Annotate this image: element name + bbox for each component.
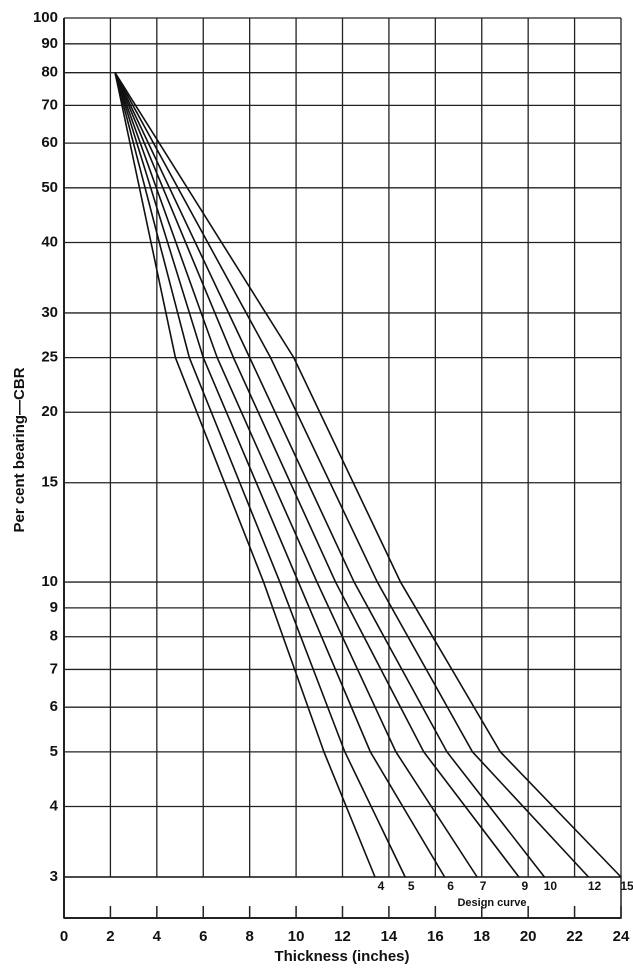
design-curve [115,73,544,877]
x-tick-label: 4 [153,928,162,945]
curve-label: 10 [544,879,558,893]
curve-label: 5 [408,879,415,893]
y-tick-label: 10 [41,573,58,590]
design-curve [115,73,375,877]
y-tick-label: 15 [41,474,58,491]
x-tick-label: 2 [106,928,114,945]
y-tick-label: 60 [41,134,58,151]
y-tick-label: 4 [50,797,59,814]
y-tick-label: 100 [33,9,58,26]
y-tick-label: 40 [41,233,58,250]
x-tick-label: 22 [566,928,583,945]
design-curve [115,73,519,877]
y-tick-label: 70 [41,96,58,113]
y-tick-label: 25 [41,349,58,366]
y-tick-label: 50 [41,179,58,196]
y-axis-label: Per cent bearing—CBR [11,367,28,532]
curve-label: 15 [620,879,633,893]
y-tick-label: 3 [50,868,58,885]
curve-label: 4 [378,879,385,893]
x-tick-label: 8 [245,928,253,945]
chart: Per cent bearing—CBR Thickness (inches) … [0,0,633,972]
design-curve [115,73,588,877]
y-tick-label: 5 [50,743,58,760]
curve-label: 6 [447,879,454,893]
x-tick-label: 24 [613,928,630,945]
x-axis-label: Thickness (inches) [274,948,409,965]
curve-label: 12 [588,879,602,893]
y-tick-label: 80 [41,64,58,81]
design-curve-label: Design curve [457,897,526,909]
curve-label: 9 [522,879,529,893]
y-tick-label: 30 [41,304,58,321]
x-tick-label: 6 [199,928,207,945]
y-tick-label: 7 [50,660,58,677]
y-tick-label: 20 [41,403,58,420]
x-tick-label: 18 [473,928,490,945]
x-tick-label: 10 [288,928,305,945]
x-tick-label: 20 [520,928,537,945]
y-tick-label: 8 [50,628,58,645]
design-curve [115,73,621,877]
x-tick-label: 16 [427,928,444,945]
y-tick-label: 9 [50,599,58,616]
x-tick-label: 0 [60,928,68,945]
y-tick-label: 6 [50,698,58,715]
y-tick-label: 90 [41,35,58,52]
x-tick-label: 12 [334,928,351,945]
x-tick-label: 14 [381,928,398,945]
curve-label: 7 [480,879,487,893]
